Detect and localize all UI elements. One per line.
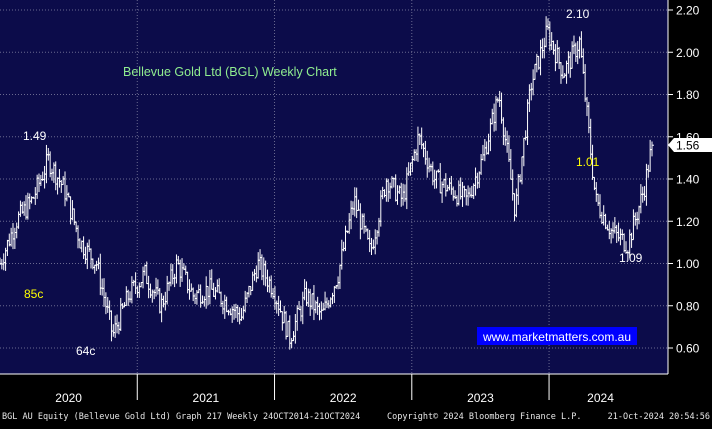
footer-right: 21-Oct-2024 20:54:56 [608,412,710,422]
grid-lines [0,0,668,374]
y-tick-label: 0.60 [676,342,700,356]
annotation-1-09: 1.09 [619,251,643,265]
annotation-85c: 85c [24,287,43,301]
price-bars [0,16,654,350]
y-tick-label: 2.20 [676,4,700,18]
chart-title: Bellevue Gold Ltd (BGL) Weekly Chart [123,65,337,79]
plot-area [0,0,668,374]
x-tick-label: 2020 [55,391,82,405]
y-tick-label: 0.80 [676,299,700,313]
y-tick-label: 1.20 [676,215,700,229]
annotation-1-01: 1.01 [576,155,600,169]
y-tick-label: 2.00 [676,46,700,60]
watermark-link[interactable]: www.marketmatters.com.au [482,330,631,344]
footer-center: Copyright© 2024 Bloomberg Finance L.P. [387,412,581,422]
annotation-1-49: 1.49 [23,129,47,143]
annotation-64c: 64c [76,344,95,358]
last-price-label: 1.56 [676,139,700,153]
y-tick-label: 1.80 [676,88,700,102]
footer-left: BGL AU Equity (Bellevue Gold Ltd) Graph … [2,412,360,422]
x-axis: 2020 2021 2022 2023 2024 [55,374,614,405]
y-tick-label: 1.40 [676,173,700,187]
last-price-tag: 1.56 [668,138,712,153]
x-tick-label: 2022 [330,391,357,405]
x-tick-label: 2024 [587,391,614,405]
x-tick-label: 2023 [467,391,494,405]
watermark-box [477,327,637,345]
annotation-2-10: 2.10 [566,7,590,21]
last-price-box [668,138,712,152]
y-tick-label: 1.00 [676,257,700,271]
ohlc-bar [650,141,654,157]
y-axis: 2.202.001.801.601.401.201.000.800.60 [668,4,700,356]
x-tick-label: 2021 [193,391,220,405]
